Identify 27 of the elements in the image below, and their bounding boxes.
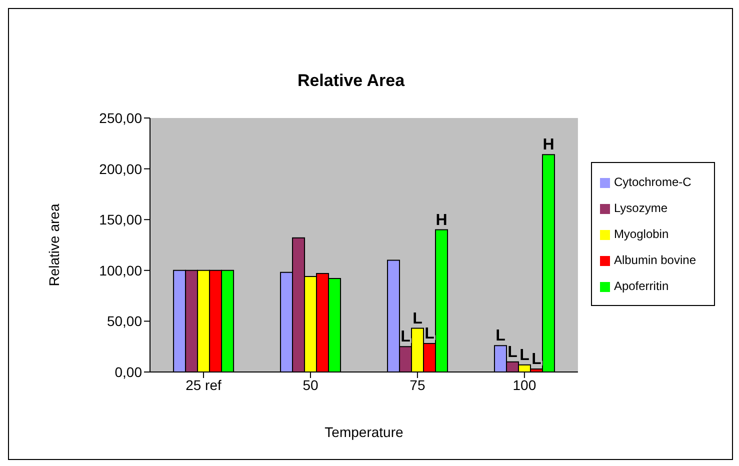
y-tick-label: 150,00 [99,212,142,228]
data-label: L [412,310,423,328]
y-tick-label: 0,00 [114,364,142,380]
legend-label: Albumin bovine [614,253,696,267]
y-axis-title: Relative area [46,204,62,286]
data-label: H [542,136,554,154]
x-tick-label: 75 [410,376,426,393]
y-tick-label: 100,00 [99,262,142,278]
chart-title: Relative Area [296,71,406,91]
x-tick-label: 25 ref [186,376,222,393]
data-label: H [436,212,448,229]
x-tick-label: 50 [302,376,318,393]
x-tick-label: 100 [512,376,536,393]
y-tick-label: 200,00 [99,160,142,177]
data-label: L [520,346,530,364]
legend-label: Apoferritin [614,279,669,293]
data-label: L [424,326,435,343]
y-tick-label: 50,00 [106,313,142,330]
data-label: L [496,328,506,345]
legend-label: Lysozyme [614,201,668,215]
data-label: L [532,350,542,368]
y-tick-label: 250,00 [99,110,142,126]
legend-label: Cytochrome-C [614,175,692,189]
data-label: L [508,344,518,361]
legend-label: Myoglobin [614,227,669,241]
x-axis-title: Temperature [324,424,404,440]
data-label: L [400,328,411,346]
